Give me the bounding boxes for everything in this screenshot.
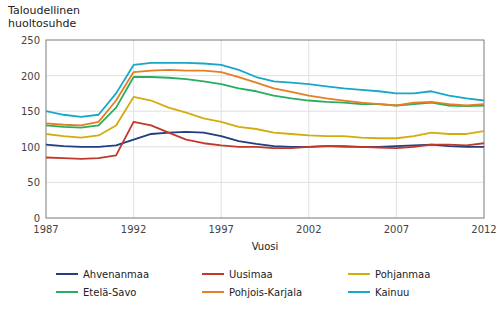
series-line bbox=[46, 63, 484, 117]
title: Taloudellinenhuoltosuhde bbox=[7, 4, 80, 30]
legend-label: Etelä-Savo bbox=[83, 287, 136, 298]
grid-line-y bbox=[46, 182, 484, 183]
title-line: huoltosuhde bbox=[8, 17, 76, 30]
y-tick-label: 0 bbox=[34, 213, 40, 224]
chart: Taloudellinenhuoltosuhde 0 50 100 150 200 250 1… bbox=[0, 0, 496, 326]
legend-label: Uusimaa bbox=[229, 269, 273, 280]
x-axis-label: Vuosi bbox=[252, 241, 279, 252]
y-tick-label: 200 bbox=[21, 71, 40, 82]
legend-label: Ahvenanmaa bbox=[83, 269, 149, 280]
grid-line-x bbox=[396, 40, 397, 218]
legend-swatch bbox=[202, 273, 224, 275]
x-tick-label: 1997 bbox=[208, 224, 233, 235]
grid bbox=[46, 40, 484, 218]
grid-line-x bbox=[308, 40, 309, 218]
legend-swatch bbox=[56, 291, 78, 293]
legend-swatch bbox=[348, 273, 370, 275]
x-tick-label: 2007 bbox=[384, 224, 409, 235]
grid-line-x bbox=[221, 40, 222, 218]
legend-label: Pohjois-Karjala bbox=[229, 287, 302, 298]
y-tick-label: 150 bbox=[21, 106, 40, 117]
title-line: Taloudellinen bbox=[7, 4, 80, 17]
legend-swatch bbox=[202, 291, 224, 293]
plot-frame bbox=[46, 40, 484, 218]
legend: Ahvenanmaa Uusimaa Pohjanmaa Etelä-Savo Pohj… bbox=[56, 269, 430, 298]
legend-label: Pohjanmaa bbox=[375, 269, 430, 280]
y-tick-label: 50 bbox=[27, 177, 40, 188]
series-group bbox=[46, 63, 484, 159]
series-line bbox=[46, 132, 484, 147]
legend-label: Kainuu bbox=[375, 287, 409, 298]
x-tick-label: 2012 bbox=[471, 224, 496, 235]
y-tick-label: 100 bbox=[21, 142, 40, 153]
x-tick-label: 2002 bbox=[296, 224, 321, 235]
legend-swatch bbox=[56, 273, 78, 275]
grid-line-y bbox=[46, 75, 484, 76]
x-tick-label: 1987 bbox=[33, 224, 58, 235]
legend-swatch bbox=[348, 291, 370, 293]
y-tick-label: 250 bbox=[21, 35, 40, 46]
x-tick-label: 1992 bbox=[121, 224, 146, 235]
